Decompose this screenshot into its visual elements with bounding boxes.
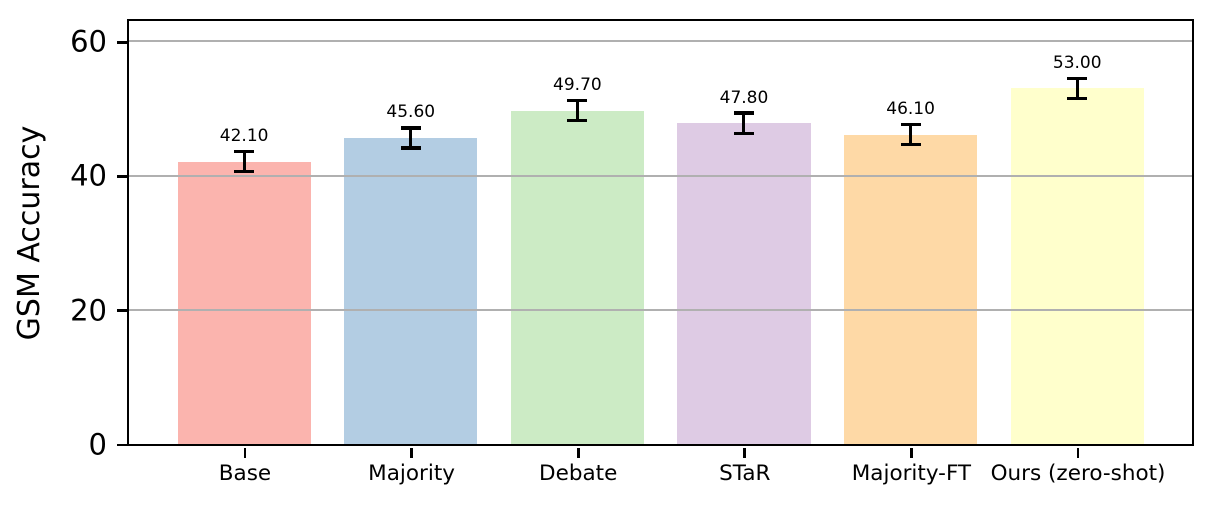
error-bar-cap-bottom [234,169,255,174]
y-gridline [129,308,1193,311]
x-tick-label-star: STaR [719,461,771,486]
y-gridline [129,40,1193,43]
error-bar-cap-bottom [900,143,921,147]
error-bar-line [242,151,246,172]
bar-value-label: 45.60 [386,102,436,123]
y-tick-mark [117,40,127,44]
bar-value-label: 46.10 [886,98,935,119]
x-tick-label-ours-zero-shot: Ours (zero-shot) [990,461,1166,486]
bar-star [677,123,811,445]
error-bar-line [575,100,579,121]
x-tick-label-debate: Debate [539,461,618,486]
y-tick-label: 60 [70,24,107,59]
y-tick-label: 0 [88,427,107,462]
y-gridline [129,174,1193,177]
error-bar-line [742,113,746,134]
bar-debate [510,110,645,445]
bar-majority [344,138,478,445]
error-bar-line [909,124,913,145]
bar-value-label: 53.00 [1052,52,1102,73]
error-bar-cap-top [567,98,588,103]
bar-value-label: 47.80 [719,87,769,108]
error-bar-cap-bottom [1067,96,1088,101]
x-tick-mark [410,447,413,458]
bar-value-label: 49.70 [553,74,602,95]
error-bar-cap-top [400,126,421,130]
error-bar-line [1075,78,1079,99]
x-tick-mark [243,447,247,458]
x-tick-label-majority: Majority [368,461,455,486]
x-tick-mark [1076,447,1080,458]
x-tick-mark [576,447,580,458]
y-tick-mark [117,309,127,313]
bar-value-label: 42.10 [219,125,269,146]
x-tick-mark [910,447,913,458]
bar-ours-zero-shot [1010,88,1144,445]
error-bar-cap-top [1067,76,1088,80]
y-tick-label: 40 [70,158,107,193]
x-tick-label-majority-ft: Majority-FT [851,461,972,486]
error-bar-cap-bottom [400,146,421,150]
y-tick-mark [117,443,127,447]
error-bar-line [409,127,413,149]
bar-base [177,161,311,445]
x-tick-label-base: Base [218,461,272,486]
error-bar-cap-bottom [733,131,754,136]
y-tick-label: 20 [70,293,107,328]
error-bar-cap-top [733,111,754,115]
error-bar-cap-top [900,122,921,127]
plot-area: 42.10 45.60 49.70 47.80 46.10 53.00 [127,19,1195,447]
x-tick-mark [743,447,747,458]
y-tick-mark [117,175,127,178]
error-bar-cap-bottom [567,118,588,123]
error-bar-cap-top [234,149,255,154]
bar-majority-ft [843,134,978,445]
